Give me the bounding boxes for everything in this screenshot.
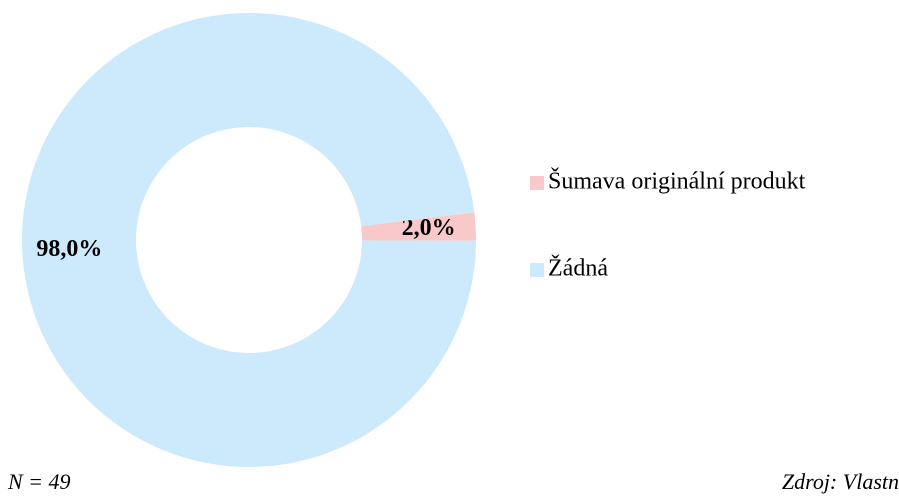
source: Zdroj: Vlastn [782,469,899,494]
legend-label: Žádná [548,256,608,282]
legend-swatch [530,176,544,190]
donut-slice [361,212,477,241]
legend-swatch [530,263,544,277]
note: N = 49 [7,469,71,494]
donut-slice [22,13,476,468]
data-label: 98,0% [36,236,102,262]
legend-label: Šumava originální produkt [548,168,806,195]
